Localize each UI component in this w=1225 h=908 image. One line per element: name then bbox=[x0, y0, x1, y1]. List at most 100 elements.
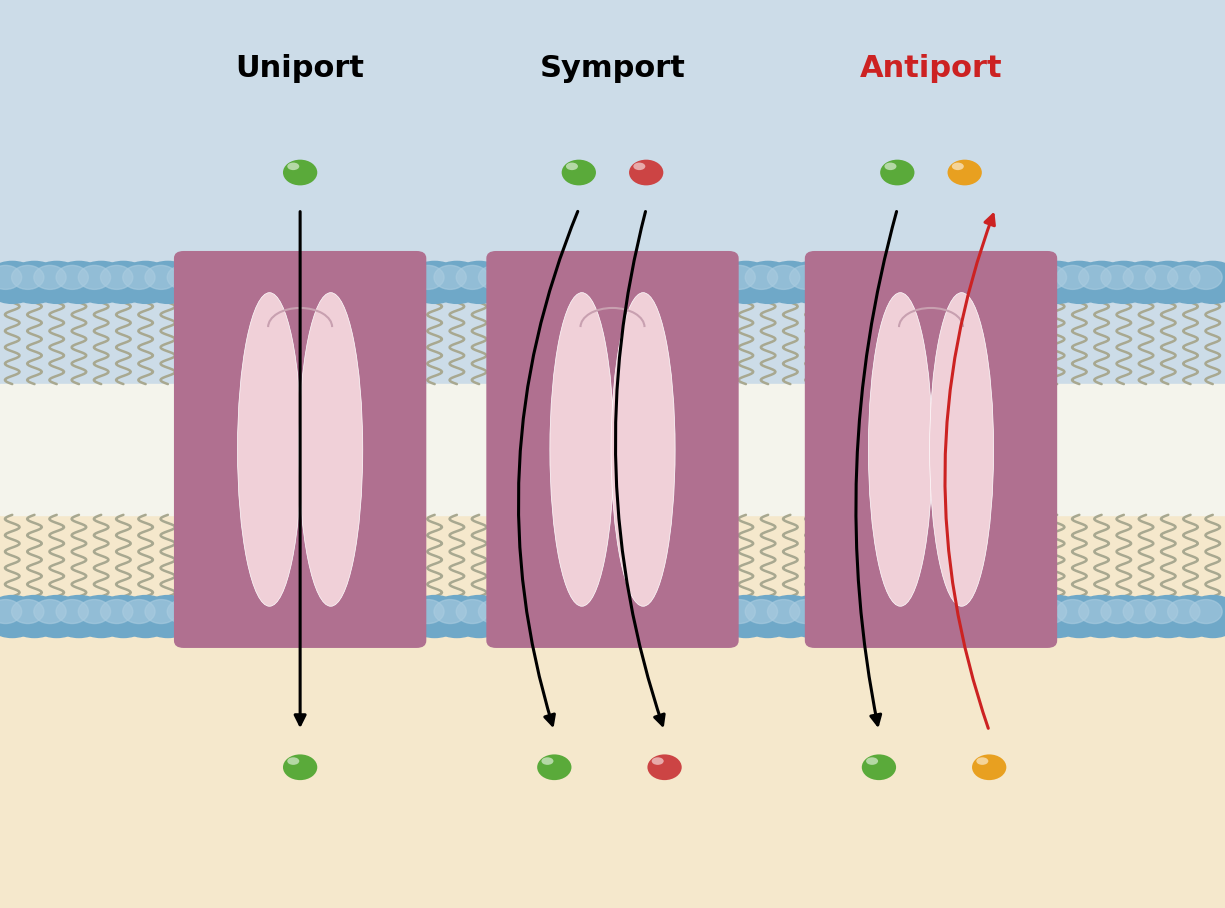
Ellipse shape bbox=[723, 265, 756, 290]
Bar bbox=[0, 439, 1225, 447]
Bar bbox=[0, 106, 1225, 114]
Bar bbox=[0, 272, 1225, 280]
Bar bbox=[0, 318, 1225, 325]
Ellipse shape bbox=[145, 599, 178, 624]
Ellipse shape bbox=[1034, 599, 1067, 624]
Ellipse shape bbox=[648, 755, 682, 780]
Ellipse shape bbox=[78, 599, 110, 624]
Bar bbox=[0, 325, 1225, 333]
Bar bbox=[0, 265, 1225, 272]
Ellipse shape bbox=[162, 596, 218, 637]
Bar bbox=[0, 159, 1225, 166]
Ellipse shape bbox=[167, 265, 200, 290]
Ellipse shape bbox=[1079, 265, 1111, 290]
Bar bbox=[0, 257, 1225, 265]
Ellipse shape bbox=[283, 160, 317, 185]
Bar bbox=[0, 280, 1225, 288]
Ellipse shape bbox=[1185, 262, 1225, 303]
Bar bbox=[0, 38, 1225, 45]
Ellipse shape bbox=[550, 292, 614, 607]
FancyArrowPatch shape bbox=[518, 212, 578, 725]
Ellipse shape bbox=[1101, 265, 1133, 290]
Bar bbox=[0, 288, 1225, 295]
Ellipse shape bbox=[11, 599, 44, 624]
Text: Uniport: Uniport bbox=[235, 54, 365, 83]
Bar bbox=[0, 166, 1225, 174]
Bar bbox=[0, 174, 1225, 182]
Ellipse shape bbox=[100, 265, 132, 290]
Bar bbox=[0, 416, 1225, 424]
Ellipse shape bbox=[50, 596, 108, 637]
Ellipse shape bbox=[299, 292, 363, 607]
Ellipse shape bbox=[948, 160, 982, 185]
FancyBboxPatch shape bbox=[174, 251, 426, 648]
Ellipse shape bbox=[718, 262, 774, 303]
Ellipse shape bbox=[473, 262, 529, 303]
Ellipse shape bbox=[767, 265, 800, 290]
Ellipse shape bbox=[1167, 265, 1200, 290]
Bar bbox=[0, 197, 1225, 204]
Ellipse shape bbox=[287, 163, 299, 170]
Text: Antiport: Antiport bbox=[860, 54, 1002, 83]
Bar bbox=[0, 212, 1225, 220]
Ellipse shape bbox=[283, 755, 317, 780]
Bar bbox=[0, 227, 1225, 234]
Ellipse shape bbox=[238, 292, 301, 607]
Bar bbox=[0, 401, 1225, 409]
Ellipse shape bbox=[740, 262, 796, 303]
Bar bbox=[0, 0, 1225, 7]
Ellipse shape bbox=[96, 262, 152, 303]
Ellipse shape bbox=[1123, 265, 1155, 290]
Ellipse shape bbox=[952, 163, 964, 170]
Bar bbox=[0, 136, 1225, 143]
Ellipse shape bbox=[866, 757, 878, 765]
Ellipse shape bbox=[790, 599, 822, 624]
Ellipse shape bbox=[884, 163, 897, 170]
Ellipse shape bbox=[6, 596, 62, 637]
Ellipse shape bbox=[633, 163, 646, 170]
FancyArrowPatch shape bbox=[615, 212, 664, 725]
Bar bbox=[0, 30, 1225, 38]
Ellipse shape bbox=[1056, 599, 1089, 624]
Ellipse shape bbox=[0, 265, 22, 290]
Bar bbox=[0, 348, 1225, 356]
Ellipse shape bbox=[451, 596, 507, 637]
Ellipse shape bbox=[1073, 596, 1129, 637]
Bar bbox=[0, 143, 1225, 152]
Ellipse shape bbox=[1163, 262, 1219, 303]
Bar bbox=[0, 393, 1225, 401]
Bar bbox=[0, 0, 1225, 454]
Ellipse shape bbox=[118, 262, 174, 303]
Ellipse shape bbox=[538, 755, 572, 780]
Ellipse shape bbox=[456, 599, 489, 624]
Ellipse shape bbox=[1145, 599, 1177, 624]
Bar bbox=[0, 53, 1225, 61]
Ellipse shape bbox=[1167, 599, 1200, 624]
Ellipse shape bbox=[28, 262, 85, 303]
Ellipse shape bbox=[122, 265, 156, 290]
Ellipse shape bbox=[762, 262, 818, 303]
Ellipse shape bbox=[1034, 265, 1067, 290]
Bar bbox=[0, 424, 1225, 431]
Bar bbox=[0, 379, 1225, 386]
Ellipse shape bbox=[118, 596, 174, 637]
Ellipse shape bbox=[11, 265, 44, 290]
Ellipse shape bbox=[1029, 262, 1085, 303]
FancyArrowPatch shape bbox=[856, 212, 897, 725]
Ellipse shape bbox=[34, 265, 66, 290]
Ellipse shape bbox=[0, 599, 22, 624]
Bar bbox=[0, 15, 1225, 23]
FancyArrowPatch shape bbox=[295, 212, 305, 725]
Ellipse shape bbox=[412, 599, 445, 624]
Ellipse shape bbox=[784, 262, 840, 303]
Bar bbox=[0, 204, 1225, 212]
Ellipse shape bbox=[479, 265, 511, 290]
Bar bbox=[0, 121, 1225, 129]
Ellipse shape bbox=[122, 599, 156, 624]
Ellipse shape bbox=[0, 262, 40, 303]
Bar bbox=[0, 182, 1225, 189]
Ellipse shape bbox=[407, 262, 463, 303]
Bar bbox=[0, 250, 1225, 257]
Ellipse shape bbox=[1140, 596, 1197, 637]
Ellipse shape bbox=[862, 755, 897, 780]
